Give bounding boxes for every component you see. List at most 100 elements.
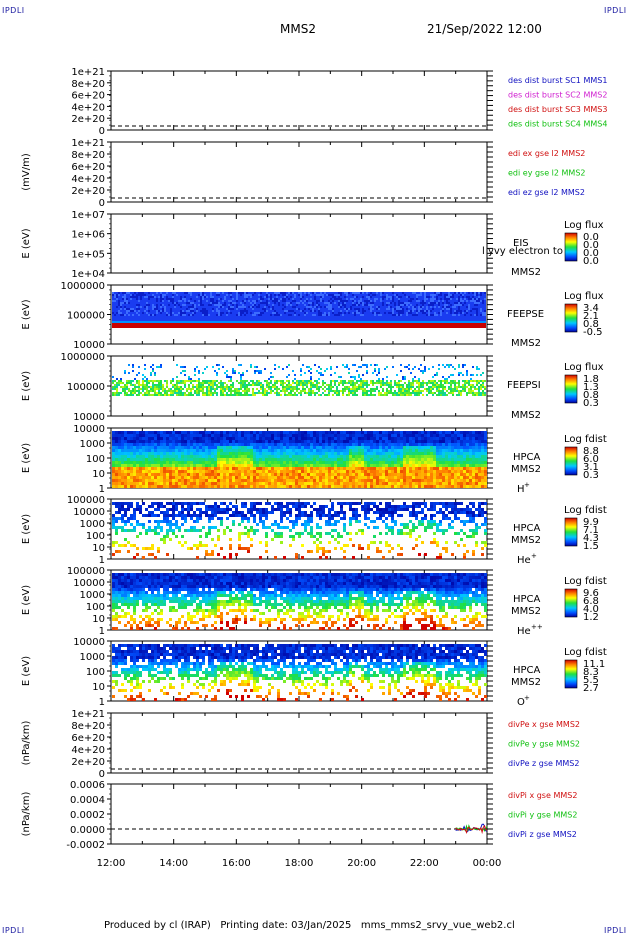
- spectrogram-cell: [340, 376, 342, 378]
- spectrogram-cell: [112, 388, 114, 390]
- spectrogram-cell: [306, 386, 308, 388]
- spectrogram-cell: [426, 394, 428, 396]
- spectrogram-cell: [290, 392, 292, 394]
- spectrogram-cell: [476, 294, 478, 296]
- spectrogram-cell: [204, 294, 206, 296]
- spectrogram-cell: [214, 449, 217, 452]
- spectrogram-cell: [280, 431, 283, 434]
- spectrogram-cell: [232, 368, 234, 370]
- spectrogram-cell: [270, 388, 272, 390]
- spectrogram-cell: [304, 446, 307, 449]
- spectrogram-cell: [304, 300, 306, 302]
- spectrogram-cell: [400, 302, 402, 304]
- spectrogram-cell: [236, 304, 238, 306]
- spectrogram-cell: [144, 294, 146, 296]
- spectrogram-cell: [264, 388, 266, 390]
- spectrogram-cell: [454, 380, 456, 382]
- spectrogram-cell: [284, 386, 286, 388]
- spectrogram-cell: [169, 467, 172, 470]
- spectrogram-cell: [163, 452, 166, 455]
- spectrogram-cell: [160, 437, 163, 440]
- spectrogram-cell: [334, 392, 336, 394]
- spectrogram-cell: [236, 292, 238, 294]
- spectrogram-cell: [412, 485, 415, 488]
- spectrogram-cell: [450, 304, 452, 306]
- spectrogram-cell: [362, 312, 364, 314]
- spectrogram-cell: [328, 314, 330, 316]
- spectrogram-cell: [282, 368, 284, 370]
- spectrogram-cell: [448, 452, 451, 455]
- spectrogram-cell: [226, 458, 229, 461]
- spectrogram-cell: [346, 298, 348, 300]
- spectrogram-cell: [172, 384, 174, 386]
- spectrogram-cell: [170, 382, 172, 384]
- spectrogram-cell: [304, 431, 307, 434]
- spectrogram-cell: [394, 485, 397, 488]
- spectrogram-cell: [314, 392, 316, 394]
- spectrogram-cell: [128, 364, 130, 366]
- spectrogram-cell: [229, 455, 232, 458]
- spectrogram-cell: [408, 306, 410, 308]
- spectrogram-cell: [400, 304, 402, 306]
- spectrogram-cell: [286, 470, 289, 473]
- spectrogram-cell: [446, 304, 448, 306]
- spectrogram-cell: [334, 372, 336, 374]
- spectrogram-cell: [295, 434, 298, 437]
- spectrogram-cell: [145, 473, 148, 476]
- spectrogram-cell: [464, 298, 466, 300]
- spectrogram-cell: [277, 482, 280, 485]
- spectrogram-cell: [198, 294, 200, 296]
- spectrogram-cell: [352, 482, 355, 485]
- spectrogram-cell: [194, 380, 196, 382]
- spectrogram-cell: [456, 304, 458, 306]
- spectrogram-cell: [242, 304, 244, 306]
- spectrogram-cell: [118, 310, 120, 312]
- y-tick-label: 6e+20: [71, 162, 105, 173]
- spectrogram-cell: [304, 479, 307, 482]
- spectrogram-cell: [248, 394, 250, 396]
- spectrogram-cell: [271, 446, 274, 449]
- spectrogram-cell: [340, 443, 343, 446]
- spectrogram-cell: [444, 306, 446, 308]
- spectrogram-cell: [427, 476, 430, 479]
- spectrogram-cell: [476, 394, 478, 396]
- spectrogram-cell: [361, 443, 364, 446]
- spectrogram-cell: [328, 304, 330, 306]
- spectrogram-cell: [268, 476, 271, 479]
- spectrogram-cell: [130, 473, 133, 476]
- spectrogram-cell: [444, 294, 446, 296]
- spectrogram-cell: [322, 455, 325, 458]
- spectrogram-cell: [440, 314, 442, 316]
- spectrogram-cell: [253, 470, 256, 473]
- spectrogram-cell: [202, 382, 204, 384]
- spectrogram-cell: [210, 392, 212, 394]
- spectrogram-cell: [235, 470, 238, 473]
- spectrogram-cell: [169, 446, 172, 449]
- spectrogram-cell: [396, 394, 398, 396]
- spectrogram-cell: [328, 392, 330, 394]
- spectrogram-cell: [361, 455, 364, 458]
- spectrogram-cell: [262, 455, 265, 458]
- spectrogram-cell: [188, 378, 190, 380]
- spectrogram-cell: [466, 380, 468, 382]
- spectrogram-cell: [208, 467, 211, 470]
- spectrogram-cell: [352, 302, 354, 304]
- spectrogram-cell: [322, 482, 325, 485]
- spectrogram-cell: [184, 467, 187, 470]
- spectrogram-cell: [280, 479, 283, 482]
- spectrogram-cell: [214, 437, 217, 440]
- spectrogram-cell: [175, 452, 178, 455]
- spectrogram-cell: [264, 390, 266, 392]
- spectrogram-cell: [433, 431, 436, 434]
- spectrogram-cell: [280, 292, 282, 294]
- spectrogram-cell: [406, 461, 409, 464]
- spectrogram-cell: [170, 310, 172, 312]
- y-tick-label: 0: [99, 198, 105, 209]
- spectrogram-cell: [250, 446, 253, 449]
- colorbar-tick-label: 0.3: [583, 470, 599, 481]
- spectrogram-cell: [348, 312, 350, 314]
- spectrogram-cell: [229, 434, 232, 437]
- spectrogram-cell: [277, 467, 280, 470]
- spectrogram-cell: [307, 434, 310, 437]
- spectrogram-cell: [151, 437, 154, 440]
